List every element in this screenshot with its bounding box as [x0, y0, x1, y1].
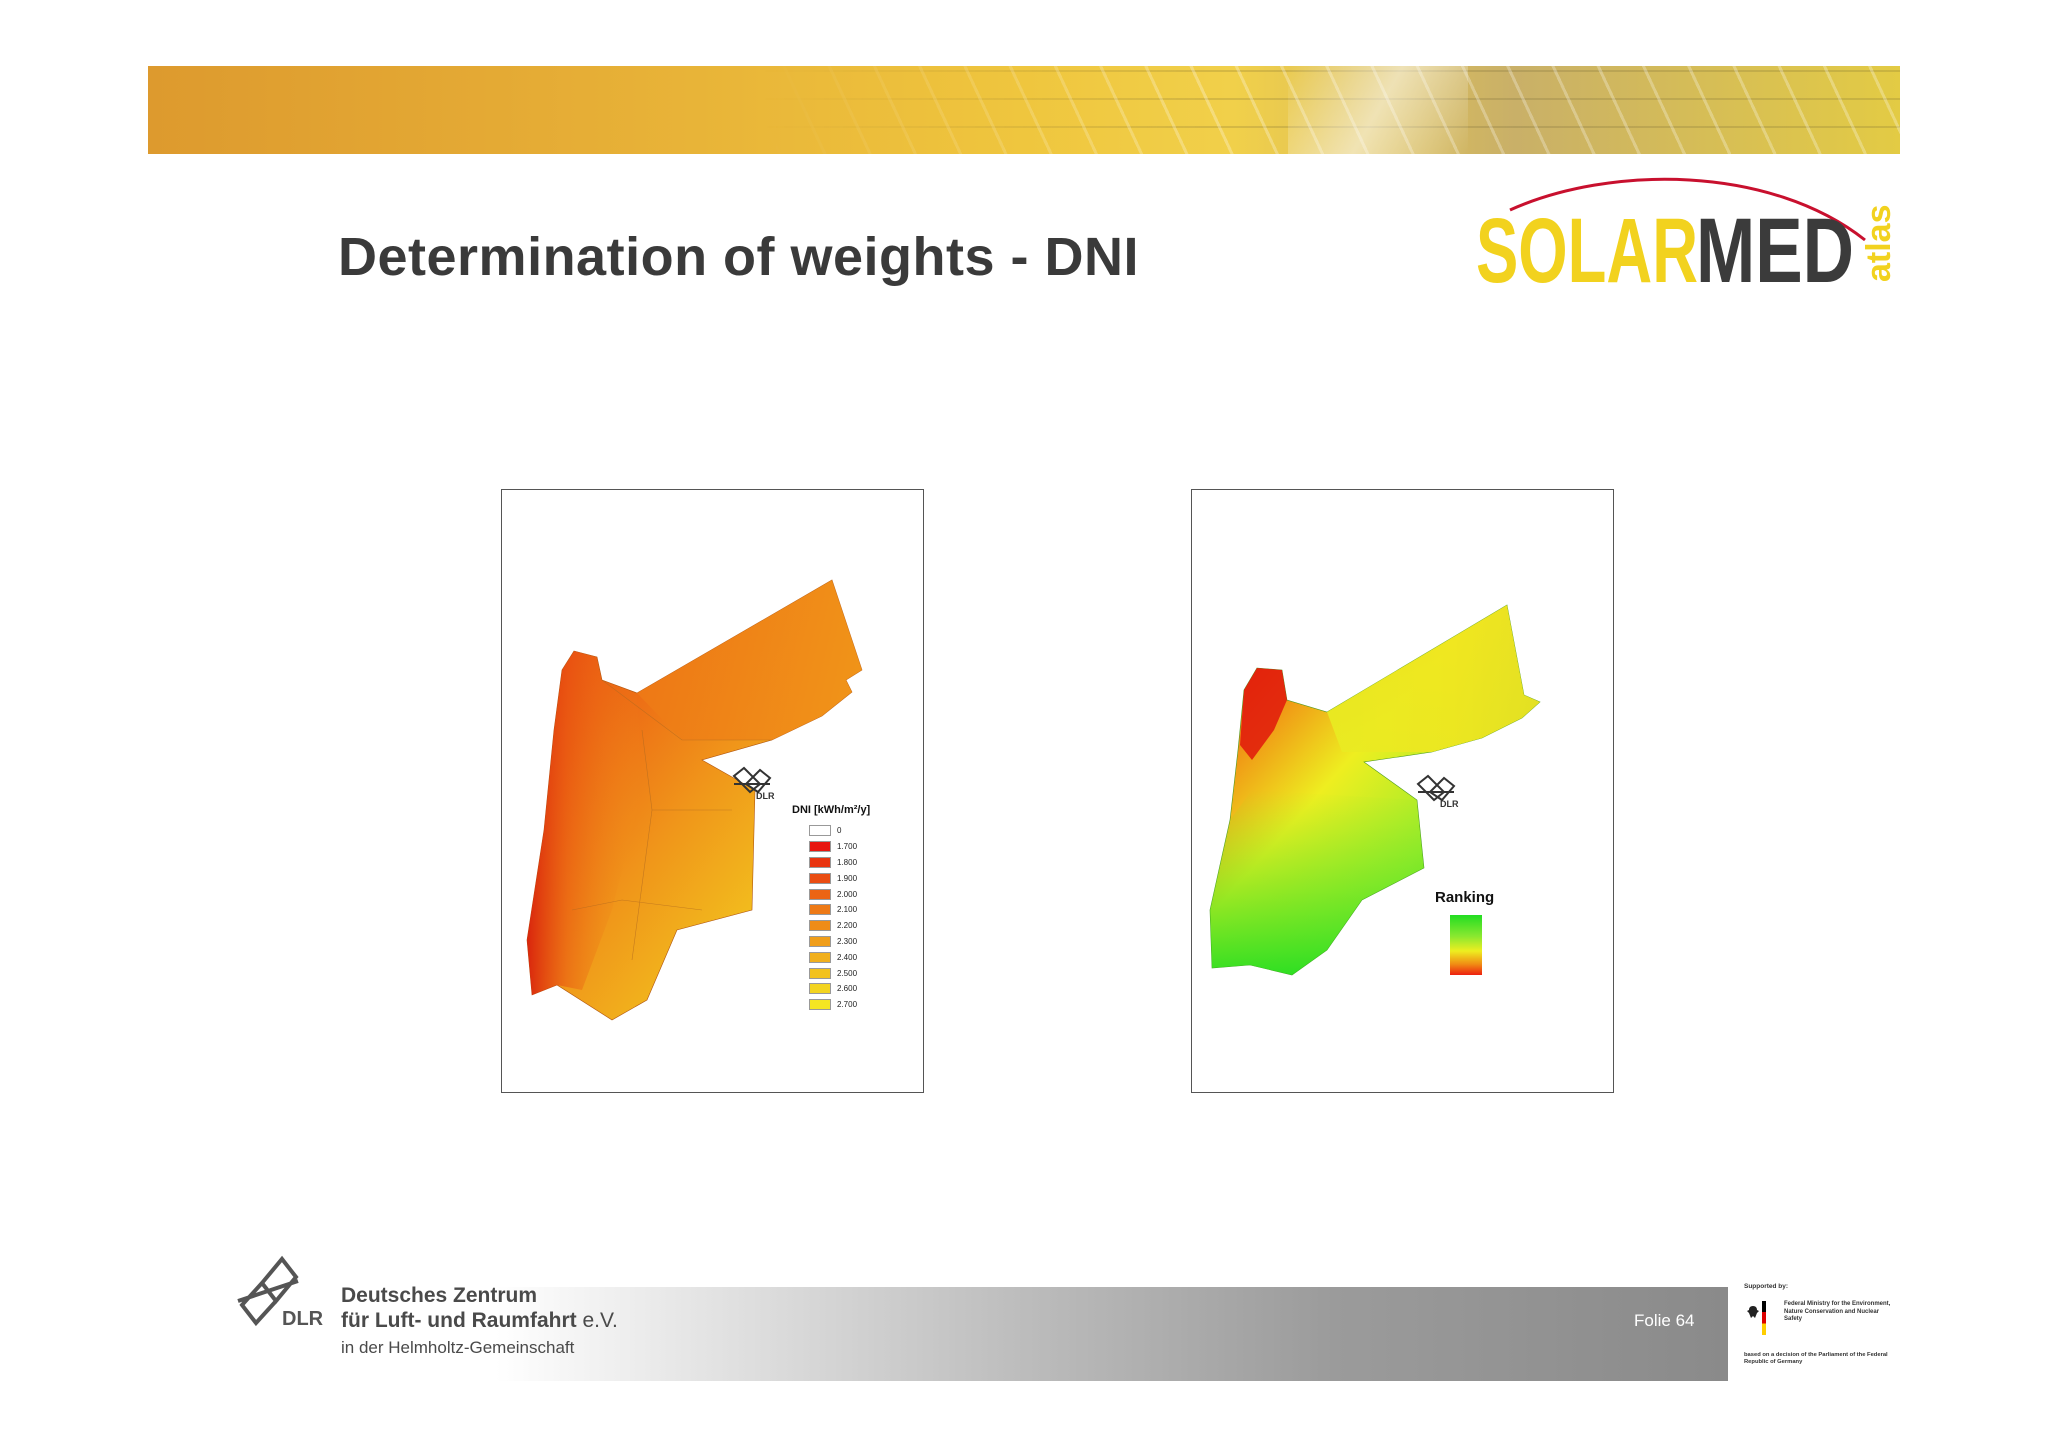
legend-label: 2.200 [837, 921, 858, 931]
legend-label: 2.000 [837, 889, 858, 899]
logo-atlas-text: atlas [1860, 205, 1898, 283]
dni-legend-item: 2.600 [809, 981, 857, 997]
ranking-northeast-arm [1327, 605, 1540, 752]
dni-legend-item: 2.500 [809, 965, 857, 981]
dni-legend-item: 1.700 [809, 839, 857, 855]
dni-legend-item: 2.000 [809, 886, 857, 902]
banner-glare [1288, 66, 1468, 154]
org-name-suffix: e.V. [582, 1309, 618, 1332]
dni-map [526, 579, 863, 1021]
dni-legend-title: DNI [kWh/m²/y] [792, 804, 871, 816]
supported-by-label: Supported by: [1744, 1283, 1789, 1290]
ranking-legend-title: Ranking [1435, 889, 1495, 906]
dlr-watermark-text: DLR [1440, 799, 1459, 808]
logo-arc [1509, 177, 1866, 242]
legend-swatch [809, 841, 831, 853]
dlr-wordmark: DLR [282, 1308, 324, 1330]
legend-label: 2.300 [837, 936, 858, 946]
legend-swatch [809, 904, 831, 916]
header-banner [148, 66, 1900, 154]
legend-swatch [809, 920, 831, 932]
ministry-name: Federal Ministry for the Environment, Na… [1784, 1301, 1891, 1322]
legend-swatch [809, 825, 831, 837]
legend-label: 1.700 [837, 842, 858, 852]
legend-label: 0 [837, 826, 842, 836]
ranking-map [1209, 604, 1541, 976]
slide-title: Determination of weights - DNI [338, 227, 1140, 287]
legend-label: 2.500 [837, 968, 858, 978]
legend-label: 2.600 [837, 984, 858, 994]
footer-bar [148, 1287, 1728, 1381]
legend-swatch [809, 872, 831, 884]
legend-label: 2.700 [837, 1000, 858, 1010]
sponsor-block: Supported by: Federal Ministry for the E… [1744, 1283, 1894, 1373]
logo-med-text: MED [1696, 200, 1854, 300]
legend-swatch [809, 999, 831, 1011]
ranking-map-frame: DLR Ranking [1191, 489, 1614, 1093]
solar-panels-image [148, 66, 1900, 154]
parliament-decision-note: based on a decision of the Parliament of… [1744, 1352, 1888, 1365]
org-name-line2: für Luft- und Raumfahrt e.V. [341, 1309, 618, 1333]
dlr-watermark-icon: DLR [1416, 774, 1459, 808]
legend-label: 1.800 [837, 857, 858, 867]
dni-legend-item: 1.900 [809, 870, 857, 886]
legend-swatch [809, 856, 831, 868]
dni-legend-item: 0 [809, 823, 857, 839]
province-boundaries [571, 679, 772, 961]
solarmed-atlas-logo: SOLAR MED atlas [1476, 177, 1898, 300]
dni-legend-rows: 0 1.700 1.800 1.900 2.000 2.100 2.200 2.300 2.40… [809, 823, 857, 1013]
slide-number: Folie 64 [1634, 1311, 1695, 1330]
german-flag-stripe [1762, 1301, 1766, 1335]
org-name-line1: Deutsches Zentrum [341, 1284, 538, 1307]
jordan-northeast-arm [637, 580, 862, 740]
org-name-line3: in der Helmholtz-Gemeinschaft [341, 1338, 575, 1357]
ranking-color-bar [1450, 915, 1482, 975]
legend-swatch [809, 935, 831, 947]
dni-legend-item: 2.700 [809, 997, 857, 1013]
federal-eagle-icon [1747, 1306, 1759, 1318]
dni-legend-item: 2.200 [809, 918, 857, 934]
dni-legend-item: 2.300 [809, 934, 857, 950]
legend-label: 2.400 [837, 952, 858, 962]
dlr-watermark-icon: DLR [732, 766, 775, 800]
org-name-line2-text: für Luft- und Raumfahrt [341, 1309, 577, 1332]
legend-swatch [809, 967, 831, 979]
dni-legend-item: 2.400 [809, 949, 857, 965]
legend-swatch [809, 951, 831, 963]
legend-swatch [809, 983, 831, 995]
dni-legend-item: 2.100 [809, 902, 857, 918]
legend-label: 1.900 [837, 873, 858, 883]
dlr-watermark-text: DLR [756, 791, 775, 800]
jordan-west-band [527, 651, 642, 995]
dni-legend-item: 1.800 [809, 855, 857, 871]
ranking-north-red [1240, 668, 1287, 760]
ranking-south-green [1210, 790, 1424, 975]
logo-solar-text: SOLAR [1476, 200, 1698, 300]
dlr-logo-icon [237, 1255, 299, 1327]
legend-label: 2.100 [837, 905, 858, 915]
dni-map-frame: DLR DNI [kWh/m²/y] 0 1.700 1.800 1.900 2.000… [501, 489, 924, 1093]
legend-swatch [809, 888, 831, 900]
